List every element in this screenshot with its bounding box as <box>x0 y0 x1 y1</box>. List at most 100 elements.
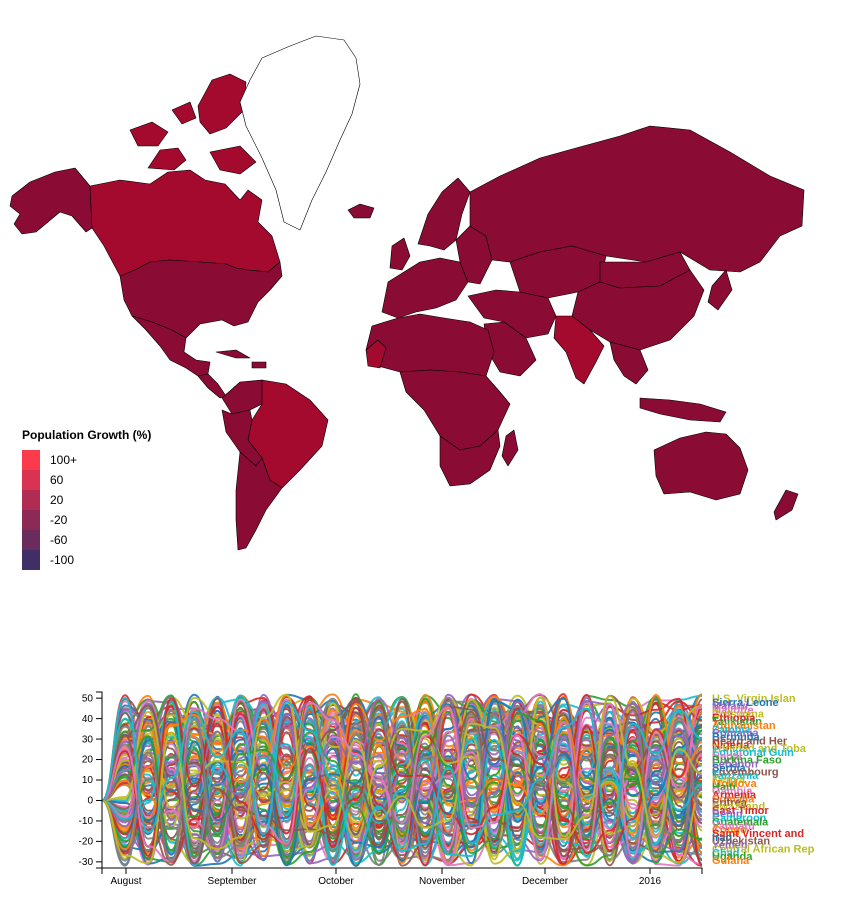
country-western-sahara[interactable] <box>365 339 387 369</box>
y-tick: -30 <box>79 857 102 868</box>
country-canada-islands-2[interactable] <box>197 73 247 135</box>
series-label: Saint Vincent and <box>712 828 804 840</box>
y-tick: 50 <box>82 693 102 704</box>
series-label: Mayotte <box>712 705 754 717</box>
y-tick: 40 <box>82 714 102 725</box>
x-tick-label: October <box>318 876 354 887</box>
series-label: Zambia <box>712 724 751 736</box>
legend-swatch <box>22 470 40 490</box>
series-label: Uganda <box>712 851 753 863</box>
series-label: Eritrea <box>712 797 748 809</box>
series-label: Trinidad and Toba <box>712 743 807 755</box>
country-se-asia[interactable] <box>609 341 649 385</box>
y-tick-label: -20 <box>79 837 94 848</box>
x-tick: August <box>110 868 142 887</box>
country-new-zealand[interactable] <box>773 489 799 521</box>
series-line <box>101 702 703 863</box>
country-turkey-iran[interactable] <box>467 289 557 339</box>
x-tick-label: September <box>208 876 258 887</box>
country-canada-islands-3[interactable] <box>129 121 169 147</box>
x-axis: August September October November December 20… <box>101 867 703 887</box>
series-label: Burkina Faso <box>712 755 782 767</box>
legend-swatch <box>22 550 40 570</box>
series-label: Botswana <box>712 708 765 720</box>
country-southern-africa[interactable] <box>439 429 501 487</box>
country-mexico[interactable] <box>131 315 211 377</box>
series-label: Uzbekistan <box>712 836 770 848</box>
series-label: Tanzania <box>712 770 759 782</box>
country-north-africa[interactable] <box>365 313 495 377</box>
y-tick: 30 <box>82 734 102 745</box>
country-canada-islands-5[interactable] <box>209 145 257 175</box>
series-label: Cameroon <box>712 813 767 825</box>
series-label: Heard and Her <box>712 735 788 747</box>
series-label: Bermuda <box>712 732 761 744</box>
series-line <box>101 704 703 865</box>
series-line <box>101 695 703 866</box>
y-tick: -10 <box>79 816 102 827</box>
legend-label: 20 <box>50 493 64 507</box>
x-axis-line <box>101 867 703 874</box>
country-uk[interactable] <box>389 237 411 271</box>
country-madagascar[interactable] <box>501 429 519 467</box>
country-caribbean[interactable] <box>251 361 267 369</box>
world-map <box>9 35 805 551</box>
x-tick: December <box>522 868 569 887</box>
country-japan[interactable] <box>707 269 733 311</box>
y-tick: 10 <box>82 775 102 786</box>
series-label: Congo <box>712 824 747 836</box>
series-label: Gambia <box>712 786 753 798</box>
legend-item: 20 <box>22 490 151 510</box>
y-tick-label: 10 <box>82 775 94 786</box>
legend-swatch <box>22 510 40 530</box>
x-tick-label: August <box>110 876 141 887</box>
series-label: Chad <box>712 847 740 859</box>
country-iceland[interactable] <box>347 203 375 219</box>
series-label: Benin <box>712 809 743 821</box>
country-canada-islands-4[interactable] <box>171 101 197 125</box>
series-lines <box>101 693 703 867</box>
y-tick: 0 <box>87 796 102 807</box>
legend-label: -100 <box>50 553 75 567</box>
series-label: Swaziland <box>712 801 765 813</box>
legend-swatch <box>22 530 40 550</box>
country-greenland[interactable] <box>239 35 361 231</box>
country-canada[interactable] <box>89 169 281 277</box>
series-label: Central African Rep <box>712 843 815 855</box>
country-india[interactable] <box>553 315 605 385</box>
country-russia[interactable] <box>469 125 805 273</box>
series-label: Luxembourg <box>712 766 779 778</box>
y-tick-label: 50 <box>82 693 94 704</box>
country-europe-west[interactable] <box>381 257 469 319</box>
series-label: Romania <box>712 728 759 740</box>
y-tick-label: 30 <box>82 734 94 745</box>
y-tick: 20 <box>82 755 102 766</box>
legend-swatch <box>22 490 40 510</box>
legend-item: 100+ <box>22 450 151 470</box>
series-label: Somalia <box>712 793 755 805</box>
population-line-chart: 50 40 30 20 10 0 -10 -20 -30 August September Octo… <box>79 691 815 887</box>
country-peru-bolivia[interactable] <box>221 409 263 467</box>
x-tick: 2016 <box>639 868 662 887</box>
series-line <box>101 697 703 865</box>
x-tick-label: December <box>522 876 569 887</box>
series-label: Malawi <box>712 701 748 713</box>
country-australia[interactable] <box>653 431 749 501</box>
legend-item: 60 <box>22 470 151 490</box>
x-tick-label: 2016 <box>639 876 662 887</box>
legend-item: -100 <box>22 550 151 570</box>
series-label: Nepal <box>712 751 742 763</box>
map-legend: Population Growth (%) 100+ 60 20 -20 -60 -100 <box>22 428 151 570</box>
y-tick: -20 <box>79 837 102 848</box>
legend-title: Population Growth (%) <box>22 428 152 442</box>
country-scandinavia[interactable] <box>417 177 471 251</box>
country-alaska[interactable] <box>9 167 93 235</box>
country-canada-islands-1[interactable] <box>147 147 187 171</box>
country-central-america[interactable] <box>197 373 227 399</box>
y-tick-label: -10 <box>79 816 94 827</box>
series-line <box>101 696 703 867</box>
country-cuba[interactable] <box>215 349 251 359</box>
country-argentina-chile[interactable] <box>235 451 283 551</box>
country-indonesia[interactable] <box>639 397 727 423</box>
series-label: Moldova <box>712 778 757 790</box>
